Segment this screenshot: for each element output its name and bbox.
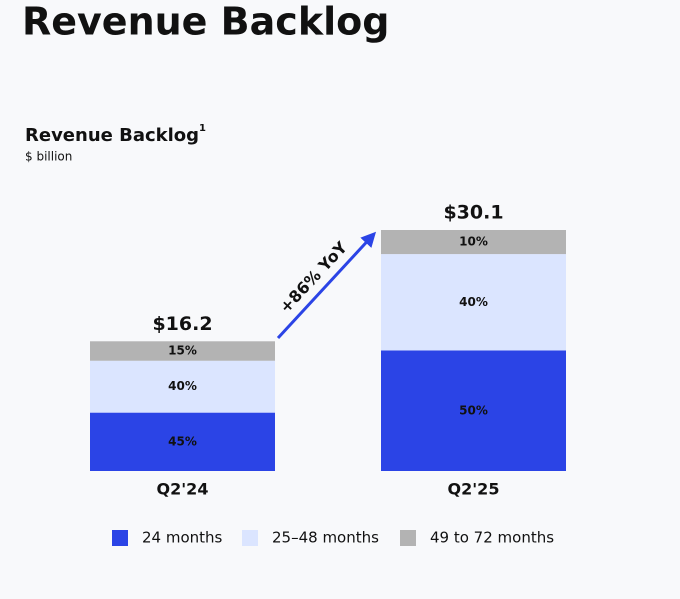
unit-label: $ billion	[25, 150, 72, 164]
x-tick-label: Q2'25	[448, 480, 500, 499]
legend-label: 24 months	[142, 529, 223, 547]
total-label: $30.1	[443, 202, 503, 224]
segment-label: 40%	[168, 379, 197, 393]
segment-label: 50%	[459, 403, 488, 417]
legend-swatch	[242, 530, 258, 546]
segment-label: 15%	[168, 344, 197, 358]
chart-title: Revenue Backlog1	[25, 123, 206, 146]
footnote-marker: 1	[199, 123, 206, 134]
page-title: Revenue Backlog	[22, 0, 389, 44]
legend-swatch	[112, 530, 128, 546]
segment-label: 40%	[459, 295, 488, 309]
total-label: $16.2	[152, 313, 212, 335]
bar-segment	[381, 350, 566, 471]
legend-label: 49 to 72 months	[430, 529, 554, 547]
bar-segment	[90, 360, 275, 413]
legend-swatch	[400, 530, 416, 546]
bar-segment	[90, 341, 275, 361]
bar-segment	[90, 412, 275, 471]
chart-title-text: Revenue Backlog	[25, 125, 199, 146]
x-tick-label: Q2'24	[157, 480, 209, 499]
segment-label: 10%	[459, 235, 488, 249]
segment-label: 45%	[168, 434, 197, 448]
bar-segment	[381, 230, 566, 255]
legend-label: 25–48 months	[272, 529, 379, 547]
growth-arrow	[276, 231, 377, 340]
bar-segment	[381, 254, 566, 351]
